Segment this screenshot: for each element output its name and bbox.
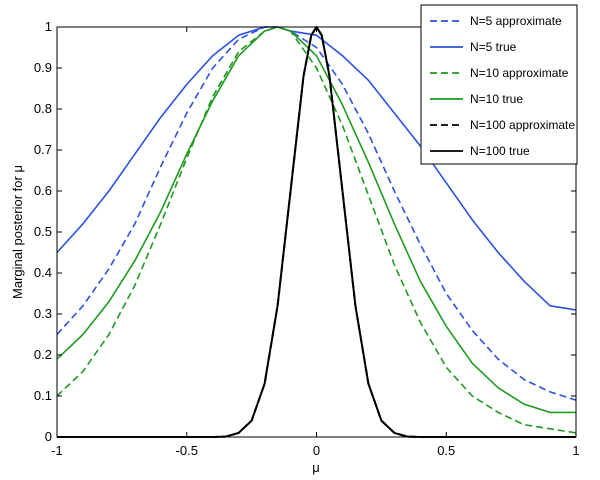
y-tick-label: 0.9 [34,60,52,75]
y-tick-label: 0 [45,429,52,444]
legend-label: N=100 approximate [470,118,575,132]
y-tick-label: 0.6 [34,183,52,198]
y-tick-label: 0.2 [34,347,52,362]
x-tick-label: -0.5 [176,443,198,458]
series-line-n-10-approximate [56,26,577,434]
y-tick-label: 0.7 [34,142,52,157]
series-line-n-5-approximate [56,26,577,401]
y-tick-label: 0.4 [34,265,52,280]
y-tick-label: 0.1 [34,388,52,403]
legend-box [420,4,578,165]
y-tick-label: 0.3 [34,306,52,321]
y-axis: 0 0.1 0.2 0.3 0.4 0.5 0.6 0.7 0.8 0.9 1 [34,19,576,444]
legend-label: N=5 true [470,40,517,54]
series-line-n-5-true [56,26,577,311]
series-line-n-10-true [56,26,576,414]
legend-label: N=5 approximate [470,14,562,28]
y-axis-label: Marginal posterior for μ [10,165,25,299]
legend-label: N=10 true [470,92,523,106]
x-axis-label: μ [312,460,320,475]
legend-items: N=5 approximate N=5 true N=10 approximate N… [430,14,575,158]
y-tick-label: 0.5 [34,224,52,239]
y-tick-label: 1 [45,19,52,34]
x-tick-label: 0.5 [437,443,455,458]
y-tick-label: 0.8 [34,101,52,116]
x-tick-label: 0 [313,443,320,458]
legend: N=5 approximate N=5 true N=10 approximate N… [420,4,578,165]
x-tick-label: -1 [51,443,63,458]
x-tick-label: 1 [572,443,579,458]
legend-label: N=10 approximate [470,66,569,80]
legend-label: N=100 true [470,144,530,158]
